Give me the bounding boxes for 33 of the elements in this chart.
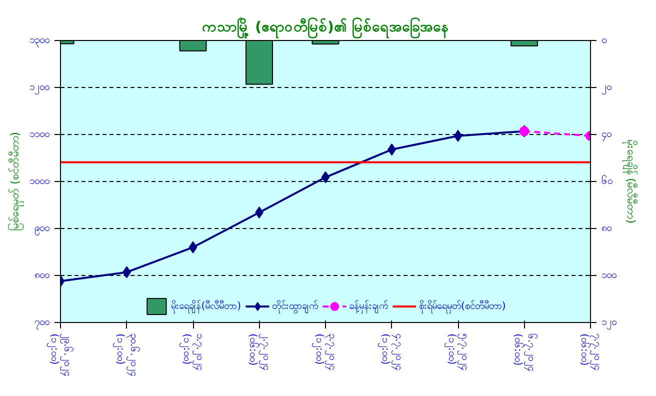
x-tick-label: ၇.၇.၂၀၂၄ (၀၆:၀၀)	[578, 334, 603, 370]
y2-axis-title: မိုးရေချိန် (မီလီမီတာ)	[622, 139, 638, 224]
chart-title: ကသာမြို့ (ဧရာဝတီမြစ်)၏ မြစ်ရေအခြေအနေ	[202, 18, 449, 38]
legend-label: စိုးရိမ်ရေမှတ်(စင်တီမီတာ)	[419, 299, 506, 314]
legend-label: မိုးရေချိန်(မီလီမီတာ)	[171, 299, 241, 314]
y2-tick-label: ၀	[602, 35, 606, 46]
x-tick-label: ၄.၇.၂၀၂၄ (၁၂:၀၀)	[378, 334, 404, 370]
y2-tick-label: ၄၀	[602, 129, 612, 142]
y-tick-label: ၇၀၀	[34, 317, 50, 330]
legend-label: တိုင်းထွာချက်	[272, 299, 318, 314]
y2-tick-label: ၆၀	[602, 174, 612, 187]
y-tick-label: ၁၂၀၀	[30, 82, 50, 95]
y2-tick-label: ၂၀	[602, 82, 612, 95]
point	[454, 130, 462, 142]
y-tick-label: ၈၀၀	[34, 270, 50, 281]
y2-tick-label: ၁၂၀	[602, 317, 616, 330]
x-tick-label: ၁.၇.၂၀၂၄ (၁၂:၀၀)	[178, 334, 206, 370]
x-tick-label: ၂၉.၆.၂၀၂၄ (၁၂:၀၀)	[46, 334, 75, 376]
y-tick-label: ၉၀၀	[34, 223, 50, 236]
point	[188, 241, 198, 254]
y-tick-label: ၁၀၀၀	[30, 176, 50, 187]
y-axis-title: မြစ်ရေမှတ် (စင်တီမီတာ)	[8, 132, 24, 232]
y2-tick-label: ၈၀	[602, 223, 612, 234]
point	[321, 171, 330, 184]
y2-tick-label: ၁၀၀	[602, 270, 616, 281]
legend-label: ခန့်မှန်းချက်	[349, 299, 388, 314]
x-tick-label: ၆.၇.၂၀၂၄ (၀၆:၀၀)	[512, 334, 538, 371]
x-tick-label: ၃.၇.၂၀၂၄ (၁၂:၀၀)	[311, 334, 338, 370]
x-tick-label: ၅.၇.၂၀၂၄ (၁၂:၀၀)	[444, 334, 470, 370]
x-tick-label: ၃၀.၆.၂၀၂၄ (၁၂:၀၀)	[112, 334, 141, 376]
x-tick-label: ၂.၇.၂၀၂၄ (၀၆:၀၀)	[247, 334, 272, 370]
y-tick-label: ၁၁၀၀	[30, 129, 50, 140]
y-tick-label: ၁၃၀၀	[30, 35, 50, 48]
